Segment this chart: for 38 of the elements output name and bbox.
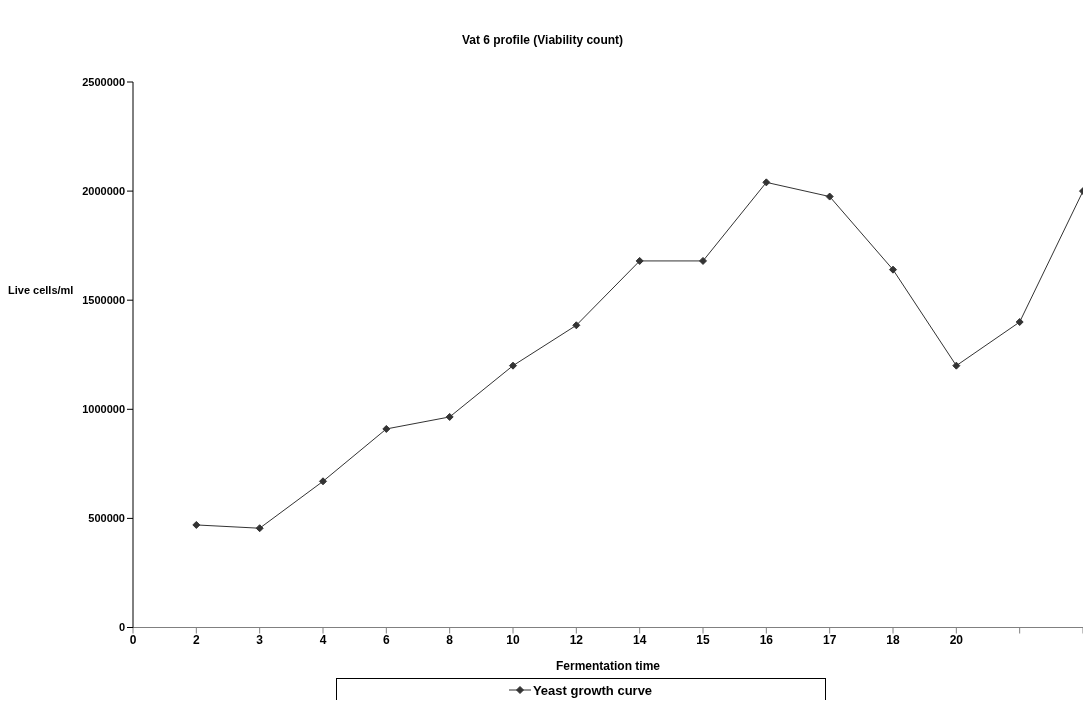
x-tick-label: 17 — [822, 633, 837, 648]
x-tick-label: 2 — [192, 633, 200, 648]
x-tick-label: 4 — [319, 633, 327, 648]
x-tick-label: 3 — [256, 633, 264, 648]
y-tick-label: 500000 — [88, 512, 125, 525]
y-tick-label: 2500000 — [82, 75, 125, 88]
point — [889, 265, 897, 274]
x-tick-label: 10 — [506, 633, 520, 648]
point — [255, 524, 264, 533]
y-tick-label: 0 — [118, 621, 125, 634]
x-tick-label: 18 — [886, 633, 900, 648]
y-tick-label: 1000000 — [82, 403, 125, 416]
point — [445, 412, 454, 421]
x-tick-label: 16 — [759, 633, 774, 648]
legend-label: Yeast growth curve — [531, 682, 653, 698]
y-tick-label: 1500000 — [82, 294, 125, 307]
x-tick-label: 20 — [949, 633, 964, 648]
x-tick-label: 8 — [446, 633, 454, 648]
point — [699, 256, 707, 265]
point — [635, 256, 644, 265]
point — [572, 321, 581, 330]
point — [762, 178, 771, 187]
point — [192, 520, 201, 529]
point — [952, 361, 961, 370]
x-tick-label: 14 — [632, 633, 647, 648]
x-axis-title: Fermentation time — [555, 658, 661, 673]
point — [825, 192, 834, 201]
y-axis-title: Live cells/ml — [8, 284, 74, 296]
chart-title: Vat 6 profile (Viability count) — [460, 33, 625, 47]
point — [382, 424, 391, 433]
point — [509, 361, 517, 370]
x-tick-label: 6 — [382, 633, 390, 648]
x-tick-label: 12 — [569, 633, 584, 648]
x-tick-label: 15 — [696, 633, 710, 648]
point — [1015, 318, 1024, 327]
point — [319, 477, 327, 486]
x-tick-label: 0 — [129, 633, 137, 648]
y-tick-label: 2000000 — [82, 185, 125, 198]
